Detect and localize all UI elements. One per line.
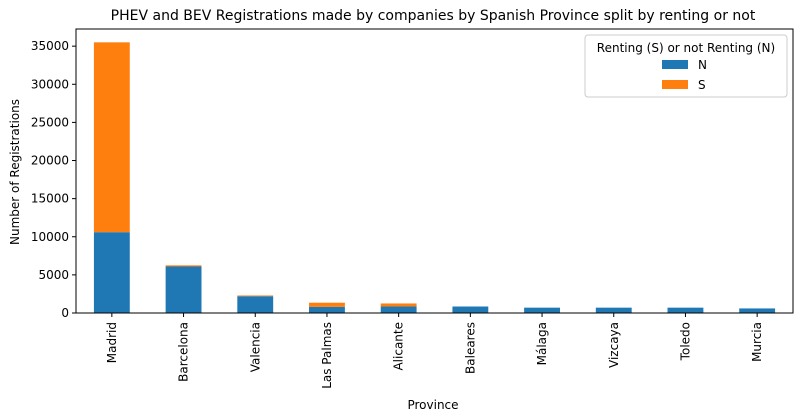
x-tick-label: Alicante xyxy=(392,322,406,371)
legend-swatch-n xyxy=(662,60,688,69)
bar-n-0 xyxy=(93,232,130,313)
plot-frame xyxy=(75,28,794,314)
x-tick-label: Valencia xyxy=(248,322,262,372)
bar-s-3 xyxy=(309,302,345,307)
bar-n-1 xyxy=(165,266,202,313)
x-axis: Madrid Barcelona Valencia Las Palmas Alicant… xyxy=(105,313,764,389)
bar-n-3 xyxy=(309,306,345,313)
x-tick-label: Vizcaya xyxy=(607,322,621,368)
bar-n-7 xyxy=(595,307,632,313)
x-tick-label: Barcelona xyxy=(177,322,191,382)
y-tick-label: 35000 xyxy=(31,39,69,53)
y-tick-label: 15000 xyxy=(31,192,69,206)
y-axis-label: Number of Registrations xyxy=(8,99,22,245)
bar-n-8 xyxy=(667,307,704,313)
bar-s-4 xyxy=(380,303,417,307)
legend-label-s: S xyxy=(698,78,706,92)
x-tick-label: Murcia xyxy=(750,322,764,362)
bars-group xyxy=(93,42,776,313)
x-tick-label: Málaga xyxy=(535,322,549,365)
bar-n-5 xyxy=(452,306,489,313)
x-tick-label: Baleares xyxy=(463,322,477,374)
bar-n-4 xyxy=(380,306,417,313)
bar-n-9 xyxy=(739,308,776,313)
legend-swatch-s xyxy=(662,80,688,89)
legend: Renting (S) or not Renting (N) NS xyxy=(584,34,788,98)
x-tick-label: Las Palmas xyxy=(320,322,334,389)
y-tick-label: 10000 xyxy=(31,230,69,244)
chart-title: PHEV and BEV Registrations made by compa… xyxy=(111,8,756,24)
x-tick-label: Madrid xyxy=(105,322,119,363)
legend-title: Renting (S) or not Renting (N) xyxy=(597,41,775,55)
y-tick-label: 20000 xyxy=(31,154,69,168)
bar-n-6 xyxy=(524,307,560,313)
bar-n-2 xyxy=(237,296,274,313)
y-tick-label: 30000 xyxy=(31,77,69,91)
y-tick-label: 5000 xyxy=(38,268,69,282)
x-tick-label: Toledo xyxy=(678,322,692,361)
bar-s-2 xyxy=(237,295,274,297)
y-tick-label: 0 xyxy=(61,306,69,320)
bar-s-1 xyxy=(165,265,202,267)
legend-label-n: N xyxy=(698,58,707,72)
y-tick-label: 25000 xyxy=(31,115,69,129)
x-axis-label: Province xyxy=(407,398,458,412)
bar-s-0 xyxy=(93,42,130,233)
y-axis: 0 5000 10000 15000 20000 25000 30000 35000 xyxy=(31,39,76,320)
